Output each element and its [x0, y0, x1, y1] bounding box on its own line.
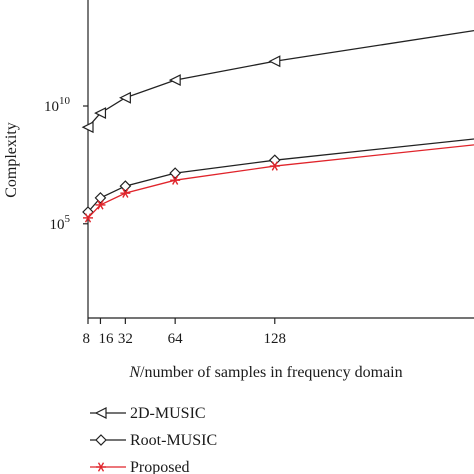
y-tick-labels: 105 1010: [44, 95, 88, 233]
series-marker-2-1: [95, 200, 106, 210]
legend-marker-0: [94, 407, 107, 419]
series-marker-0-0: [81, 121, 94, 134]
series-marker-2-0: [83, 213, 93, 223]
x-tick-label: 8: [83, 331, 91, 347]
legend-label: Root-MUSIC: [130, 432, 217, 449]
series-line-1: [87, 138, 474, 213]
series-line-0: [87, 29, 474, 128]
x-tick-label: 16: [98, 331, 114, 347]
series-marker-1-3: [169, 167, 182, 179]
series-marker-0-2: [119, 91, 131, 104]
x-tick-label: 32: [118, 331, 133, 347]
series-marker-1-1: [94, 192, 107, 204]
series-marker-1-2: [119, 180, 132, 192]
x-tick-label: 64: [168, 331, 184, 347]
series-marker-2-3: [170, 175, 181, 185]
series-marker-2-2: [120, 188, 131, 198]
legend-marker-1: [95, 434, 107, 446]
y-tick-label: 1010: [44, 95, 71, 115]
series-marker-0-4: [268, 55, 281, 68]
legend: 2D-MUSIC Root-MUSIC Proposed: [90, 405, 217, 474]
series-marker-1-4: [268, 154, 281, 167]
plot-series: [81, 29, 474, 223]
x-tick-label: 128: [264, 331, 287, 347]
x-tick-labels: 8 16 32 64 128: [83, 318, 287, 347]
x-axis-title-variable: N: [128, 364, 141, 381]
y-tick-label: 105: [50, 213, 71, 233]
axes: [87, 0, 474, 319]
series-marker-0-3: [168, 74, 181, 87]
y-axis-title: Complexity: [3, 122, 20, 198]
series-marker-2-4: [269, 161, 280, 171]
series-marker-0-1: [94, 107, 107, 120]
x-axis-title-text: /number of samples in frequency domain: [140, 364, 403, 381]
series-line-2: [87, 144, 474, 219]
x-axis-title: N/number of samples in frequency domain: [128, 364, 402, 381]
legend-marker-2: [96, 462, 106, 472]
legend-label: 2D-MUSIC: [130, 405, 206, 422]
legend-label: Proposed: [130, 459, 190, 474]
